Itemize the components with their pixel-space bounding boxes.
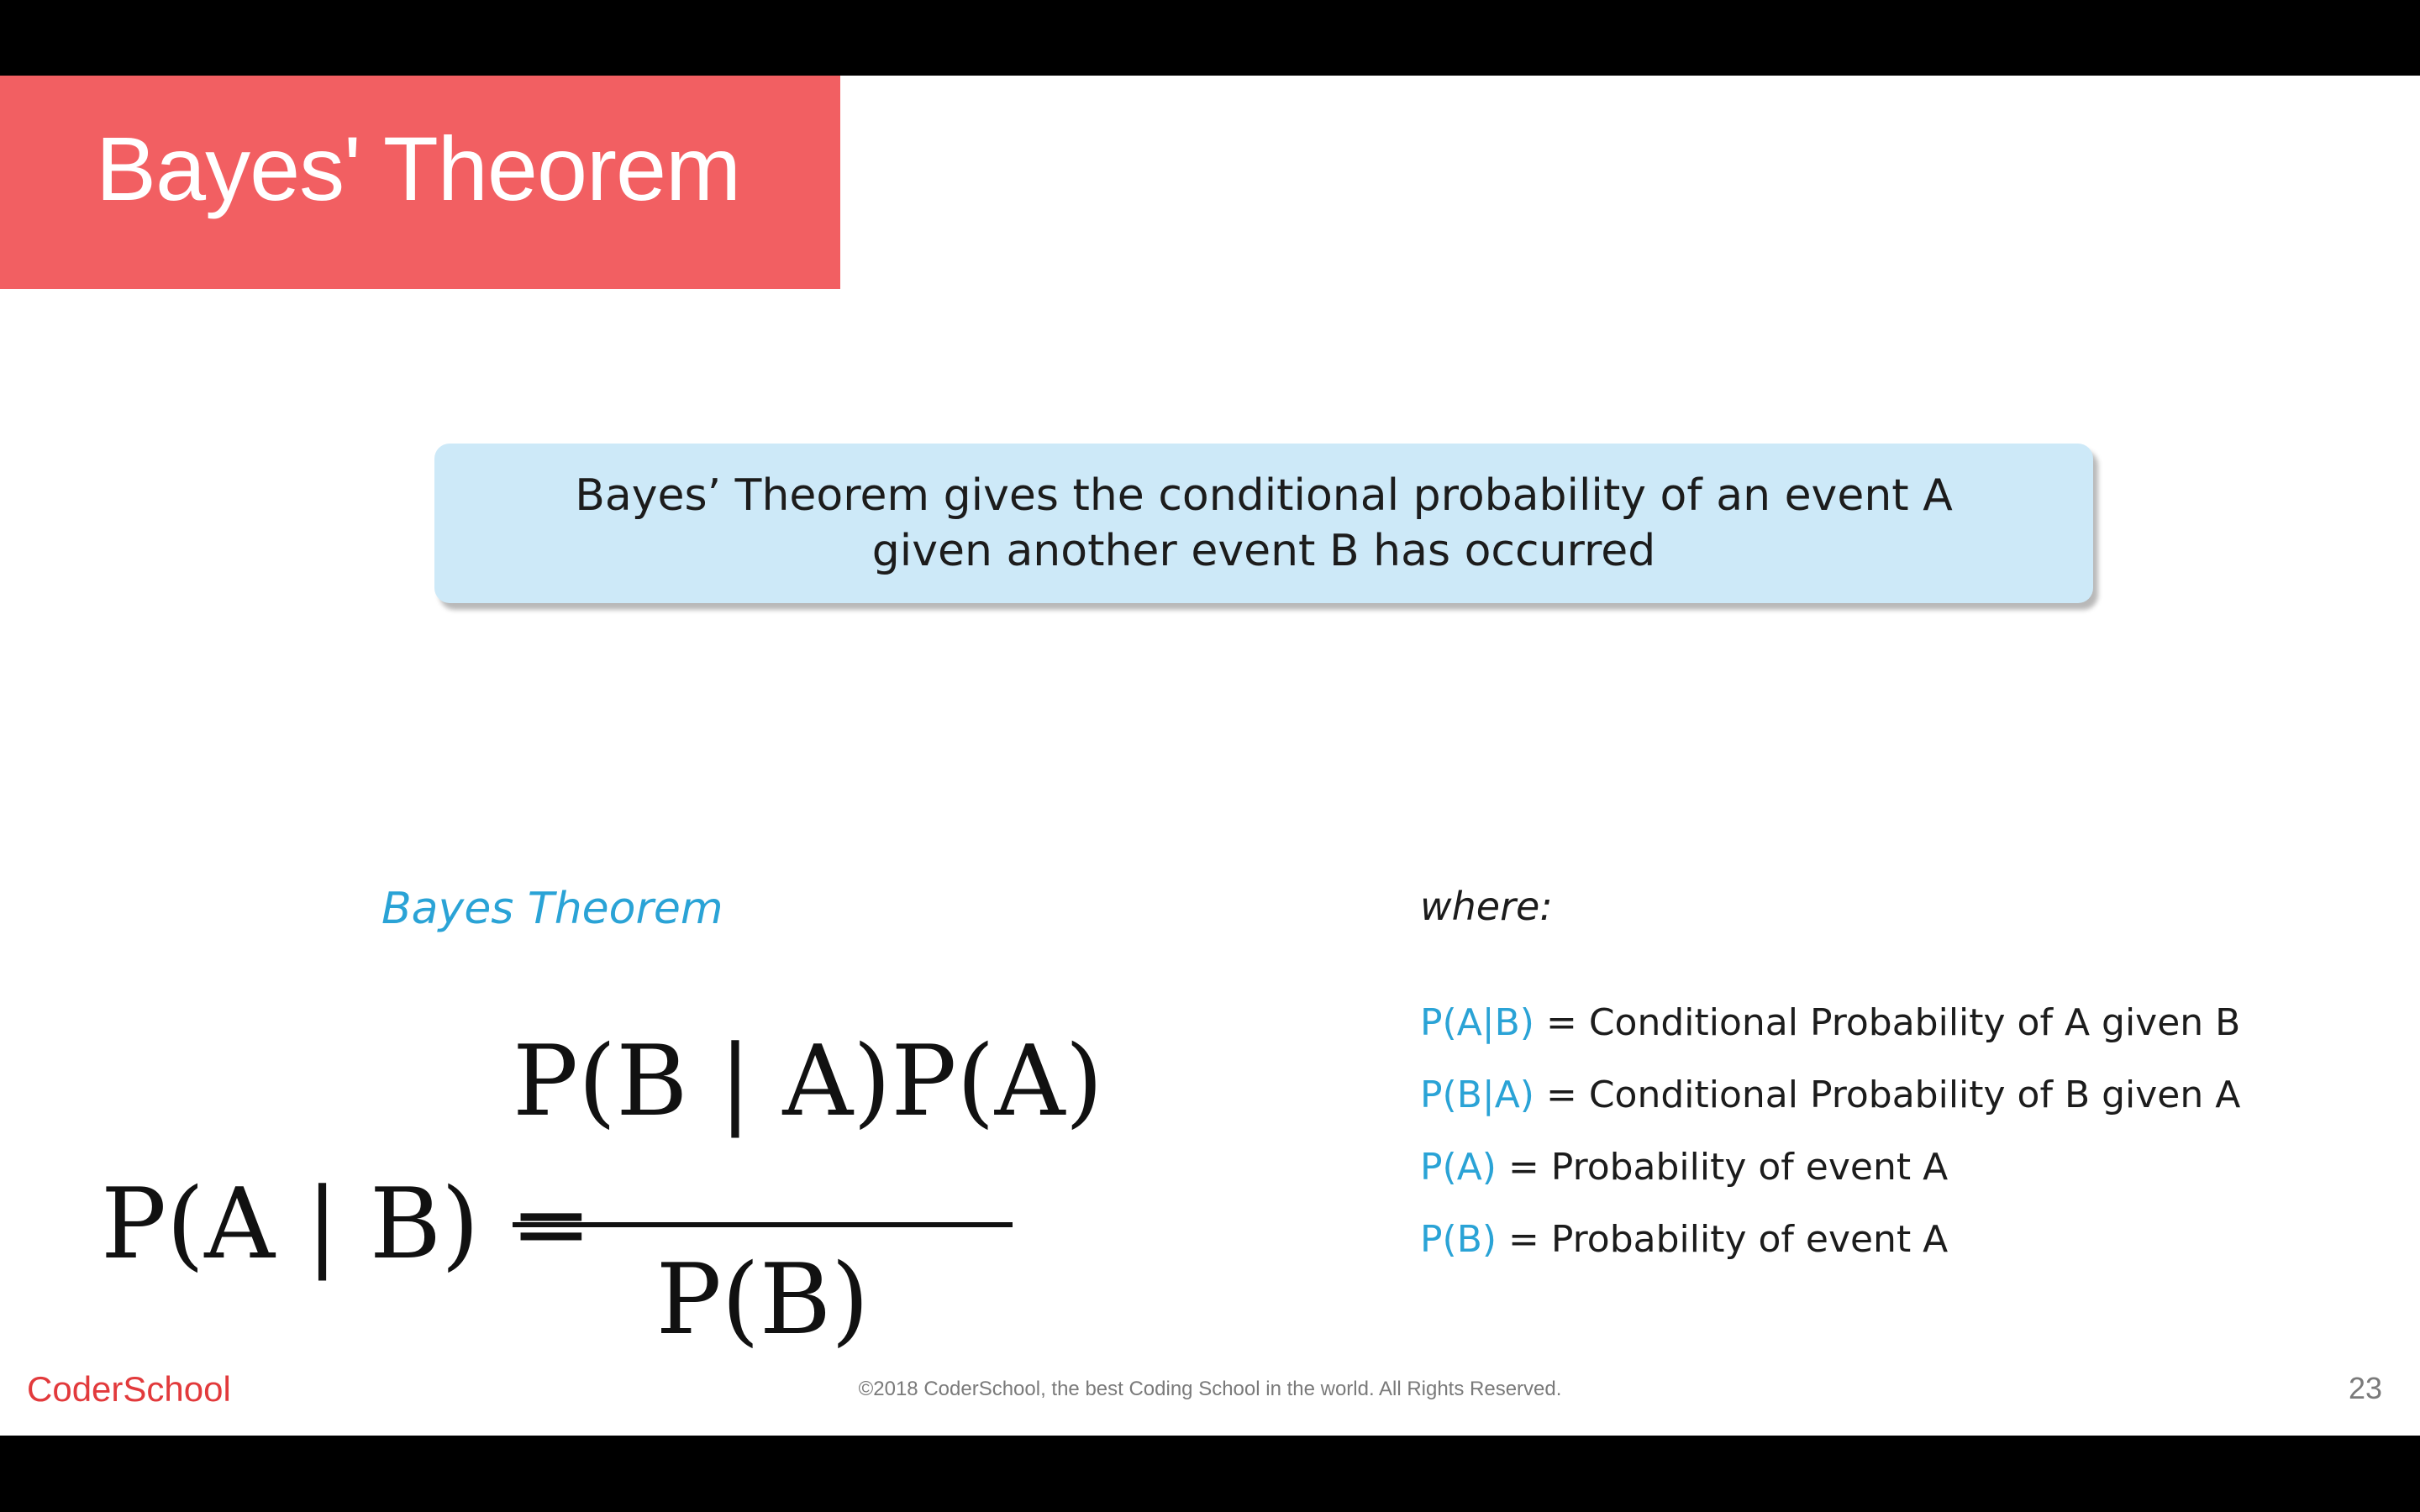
definition-line-2: given another event B has occurred: [871, 526, 1656, 576]
slide: Bayes' Theorem Bayes’ Theorem gives the …: [0, 76, 2420, 1436]
term-meaning: = Conditional Probability of A given B: [1534, 1001, 2241, 1044]
term-row: P(B|A) = Conditional Probability of B gi…: [1420, 1059, 2240, 1131]
where-label: where:: [1420, 884, 1553, 929]
term-row: P(B) = Probability of event A: [1420, 1204, 2240, 1276]
term-meaning: = Probability of event A: [1497, 1218, 1949, 1261]
bayes-formula: P(A | B) = P(B | A)P(A) P(B): [101, 1025, 1103, 1378]
term-symbol: P(A|B): [1420, 1001, 1534, 1044]
term-meaning: = Conditional Probability of B given A: [1534, 1074, 2241, 1116]
formula-lhs: P(A | B) =: [101, 1168, 592, 1281]
term-symbol: P(B): [1420, 1218, 1497, 1261]
formula-caption: Bayes Theorem: [381, 884, 723, 934]
copyright-notice: ©2018 CoderSchool, the best Coding Schoo…: [858, 1378, 1562, 1400]
term-row: P(A) = Probability of event A: [1420, 1131, 2240, 1204]
slide-title: Bayes' Theorem: [96, 118, 741, 219]
page-number: 23: [2348, 1371, 2382, 1405]
term-row: P(A|B) = Conditional Probability of A gi…: [1420, 987, 2240, 1059]
title-banner: Bayes' Theorem: [0, 76, 840, 289]
fraction-bar: [513, 1222, 1013, 1227]
definition-line-1: Bayes’ Theorem gives the conditional pro…: [575, 470, 1953, 521]
formula-denominator: P(B): [655, 1243, 870, 1357]
term-symbol: P(A): [1420, 1146, 1497, 1189]
coderschool-logo: CoderSchool: [27, 1369, 231, 1409]
formula-numerator: P(B | A)P(A): [513, 1025, 1103, 1138]
term-meaning: = Probability of event A: [1496, 1146, 1949, 1189]
term-symbol: P(B|A): [1420, 1074, 1534, 1116]
definition-box: Bayes’ Theorem gives the conditional pro…: [434, 444, 2093, 603]
term-definitions: P(A|B) = Conditional Probability of A gi…: [1420, 987, 2240, 1276]
